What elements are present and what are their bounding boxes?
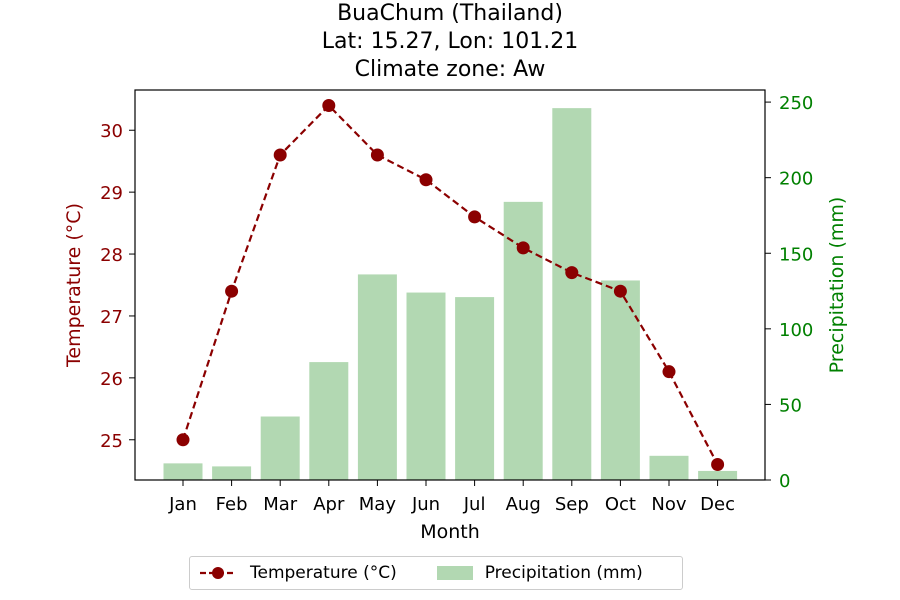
right-y-tick-label: 150 xyxy=(779,244,813,265)
precipitation-bar-mar xyxy=(260,416,300,480)
legend-temperature-marker-icon xyxy=(200,567,236,579)
legend-item-precipitation: Precipitation (mm) xyxy=(435,563,643,583)
x-tick-label: Mar xyxy=(263,494,298,515)
x-tick-label: Jun xyxy=(411,494,440,515)
left-y-tick-label: 25 xyxy=(100,431,123,452)
precipitation-bar-may xyxy=(357,274,397,480)
left-y-axis: 25 26 27 28 29 30 xyxy=(100,121,135,452)
right-y-tick-label: 200 xyxy=(779,169,813,190)
x-axis: Jan Feb Mar Apr May Jun Jul Aug Sep Oct Nov Dec xyxy=(168,480,735,515)
precipitation-bars xyxy=(163,108,738,481)
title-location: BuaChum (Thailand) xyxy=(337,1,563,26)
right-y-axis: 0 50 100 150 200 250 xyxy=(765,93,813,492)
precipitation-bar-jan xyxy=(163,463,203,480)
plot-frame xyxy=(134,89,766,481)
x-tick-label: Jan xyxy=(168,494,197,515)
x-tick-label: May xyxy=(359,494,397,515)
temperature-point-feb xyxy=(225,284,239,298)
temperature-point-jan xyxy=(176,433,190,447)
x-tick-label: Dec xyxy=(700,494,735,515)
legend-item-temperature: Temperature (°C) xyxy=(190,563,397,583)
precipitation-bar-apr xyxy=(309,362,349,480)
legend-precipitation-label: Precipitation (mm) xyxy=(484,563,643,583)
precipitation-bar-dec xyxy=(698,470,738,480)
x-tick-label: Sep xyxy=(555,494,589,515)
left-y-tick-label: 30 xyxy=(100,121,123,142)
precipitation-bar-oct xyxy=(600,280,640,480)
x-tick-label: Aug xyxy=(506,494,541,515)
right-y-tick-label: 0 xyxy=(779,471,790,492)
x-tick-label: Apr xyxy=(313,494,345,515)
title-coordinates: Lat: 15.27, Lon: 101.21 xyxy=(321,29,579,54)
x-tick-label: Jul xyxy=(463,494,486,515)
precipitation-bar-nov xyxy=(649,455,689,480)
precipitation-bar-feb xyxy=(212,466,252,480)
temperature-point-sep xyxy=(565,266,579,280)
temperature-point-aug xyxy=(516,241,530,255)
legend-temperature-label: Temperature (°C) xyxy=(250,563,397,583)
right-y-tick-label: 100 xyxy=(779,320,813,341)
legend-precipitation-swatch-icon xyxy=(436,566,473,580)
precipitation-bar-jul xyxy=(455,297,495,480)
left-y-tick-label: 28 xyxy=(100,245,123,266)
x-tick-label: Oct xyxy=(605,494,636,515)
precipitation-bar-jun xyxy=(406,292,446,480)
precipitation-bar-sep xyxy=(552,108,592,481)
temperature-point-oct xyxy=(613,284,627,298)
temperature-point-apr xyxy=(322,98,336,112)
chart-title: BuaChum (Thailand) Lat: 15.27, Lon: 101.… xyxy=(0,0,900,84)
title-climate-zone: Climate zone: Aw xyxy=(354,57,546,82)
right-y-axis-label: Precipitation (mm) xyxy=(826,197,848,374)
legend: Temperature (°C) Precipitation (mm) xyxy=(189,556,683,590)
temperature-line xyxy=(181,103,719,466)
left-y-axis-label: Temperature (°C) xyxy=(63,203,85,368)
temperature-point-jun xyxy=(419,173,433,187)
left-y-tick-label: 29 xyxy=(100,183,123,204)
temperature-point-mar xyxy=(273,148,287,162)
temperature-series xyxy=(176,98,725,472)
left-y-tick-label: 26 xyxy=(100,369,123,390)
temperature-point-jul xyxy=(468,210,482,224)
temperature-point-nov xyxy=(662,365,676,379)
x-tick-label: Feb xyxy=(216,494,248,515)
temperature-point-dec xyxy=(711,458,725,472)
left-y-tick-label: 27 xyxy=(100,307,123,328)
x-tick-label: Nov xyxy=(651,494,686,515)
right-y-tick-label: 50 xyxy=(779,395,802,416)
right-y-tick-label: 250 xyxy=(779,93,813,114)
temperature-point-may xyxy=(370,148,384,162)
x-axis-label: Month xyxy=(420,521,480,543)
